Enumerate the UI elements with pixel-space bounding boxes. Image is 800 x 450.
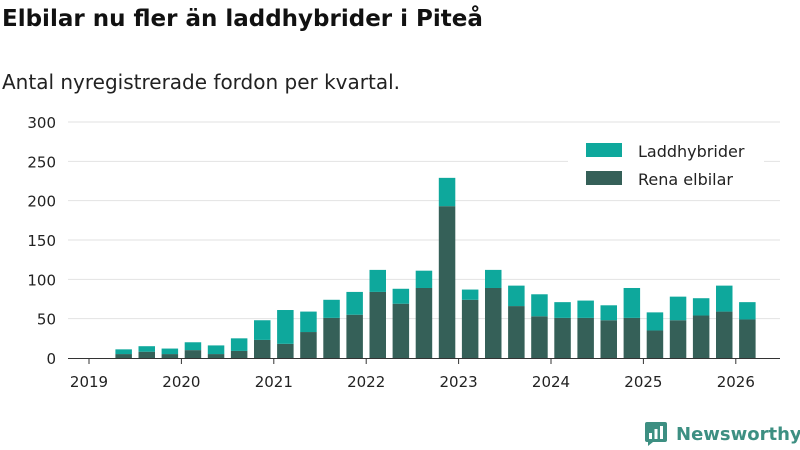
x-tick-label: 2023 [440, 373, 478, 391]
bar-rena-elbilar [115, 354, 132, 358]
bar-laddhybrider [623, 287, 641, 318]
y-tick-label: 100 [27, 271, 56, 289]
bar-laddhybrider [600, 305, 617, 321]
bar-laddhybrider [277, 310, 294, 344]
bar-rena-elbilar [438, 206, 456, 358]
bar-laddhybrider [669, 296, 687, 321]
x-tick-label: 2025 [624, 373, 662, 391]
y-tick-label: 250 [27, 153, 56, 171]
bar-rena-elbilar [600, 320, 617, 358]
bar-laddhybrider [138, 346, 155, 352]
chart-subtitle: Antal nyregistrerade fordon per kvartal. [2, 70, 401, 94]
bar-rena-elbilar [415, 287, 433, 358]
bar-rena-elbilar [254, 339, 271, 358]
bar-rena-elbilar [692, 315, 710, 358]
legend: Laddhybrider Rena elbilar [568, 132, 764, 198]
bar-laddhybrider [485, 269, 502, 288]
bar-rena-elbilar [554, 317, 571, 358]
chart-title: Elbilar nu fler än laddhybrider i Piteå [2, 6, 483, 32]
y-tick-label: 50 [37, 311, 56, 329]
bar-laddhybrider [161, 348, 179, 355]
y-axis-ticks: 0 50 100 150 200 250 300 [27, 114, 56, 368]
brand-name: Newsworthy [676, 423, 800, 445]
bar-rena-elbilar [230, 350, 248, 358]
x-tick-label: 2020 [162, 373, 200, 391]
bar-rena-elbilar [669, 320, 687, 358]
bar-rena-elbilar [207, 354, 225, 358]
bar-rena-elbilar [716, 311, 733, 358]
newsworthy-brand: Newsworthy [644, 420, 800, 448]
bar-laddhybrider [692, 298, 710, 316]
bar-rena-elbilar [138, 351, 155, 358]
bar-rena-elbilar [323, 317, 340, 358]
bar-laddhybrider [207, 345, 225, 355]
bar-laddhybrider [716, 285, 733, 312]
x-axis: 2019 2020 2021 2022 2023 2024 2025 2026 [68, 358, 780, 391]
bar-laddhybrider [323, 299, 340, 318]
legend-swatch [586, 143, 622, 157]
bar-rena-elbilar [577, 317, 594, 358]
bar-laddhybrider [577, 300, 594, 318]
bar-rena-elbilar [300, 332, 317, 358]
legend-swatch [586, 171, 622, 185]
bar-laddhybrider [230, 338, 248, 351]
legend-label: Rena elbilar [638, 170, 733, 189]
bar-rena-elbilar [346, 314, 363, 358]
y-tick-label: 150 [27, 232, 56, 250]
bar-rena-elbilar [392, 303, 410, 358]
bar-laddhybrider [254, 320, 271, 340]
bar-rena-elbilar [646, 330, 664, 358]
x-tick-label: 2024 [532, 373, 570, 391]
bar-rena-elbilar [623, 317, 641, 358]
x-tick-label: 2021 [255, 373, 293, 391]
y-tick-label: 300 [27, 114, 56, 132]
bar-rena-elbilar [739, 319, 756, 358]
bar-rena-elbilar [485, 287, 502, 358]
y-tick-label: 200 [27, 193, 56, 211]
x-tick-label: 2019 [70, 373, 108, 391]
bar-laddhybrider [184, 342, 202, 351]
bar-rena-elbilar [161, 354, 179, 358]
x-tick-label: 2026 [717, 373, 755, 391]
bar-laddhybrider [369, 269, 386, 292]
x-tick-label: 2022 [347, 373, 385, 391]
bar-rena-elbilar [277, 343, 294, 358]
bar-laddhybrider [531, 294, 548, 317]
bar-rena-elbilar [531, 316, 548, 358]
newsworthy-logo-icon [645, 422, 667, 446]
bar-rena-elbilar [369, 291, 386, 358]
bar-laddhybrider [346, 291, 363, 315]
bar-rena-elbilar [461, 299, 479, 358]
bar-laddhybrider [508, 285, 525, 307]
bar-laddhybrider [300, 311, 317, 333]
bar-rena-elbilar [184, 350, 202, 358]
y-tick-label: 0 [46, 350, 56, 368]
bar-rena-elbilar [508, 306, 525, 358]
bar-laddhybrider [554, 302, 571, 318]
bar-laddhybrider [646, 312, 664, 331]
bar-laddhybrider [739, 302, 756, 320]
bar-laddhybrider [461, 289, 479, 300]
bars [115, 177, 756, 358]
bar-laddhybrider [392, 288, 410, 304]
bar-laddhybrider [415, 270, 433, 288]
bar-laddhybrider [438, 177, 456, 207]
legend-label: Laddhybrider [638, 142, 745, 161]
bar-laddhybrider [115, 349, 132, 355]
